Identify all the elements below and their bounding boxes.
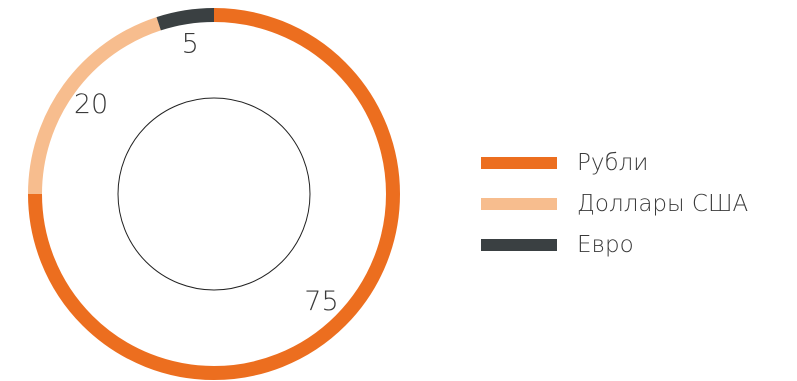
legend-swatch	[481, 156, 557, 169]
slice-labels: 75 20 5	[74, 28, 339, 317]
legend-item: Рубли	[481, 142, 748, 183]
chart-legend: Рубли Доллары США Евро	[481, 142, 748, 265]
legend-item: Евро	[481, 224, 748, 265]
legend-item: Доллары США	[481, 183, 748, 224]
legend-label: Евро	[577, 231, 634, 258]
donut-slice	[28, 17, 161, 195]
legend-swatch	[481, 197, 557, 210]
donut-inner-circle	[117, 97, 311, 291]
slice-value-label: 20	[74, 89, 108, 120]
legend-swatch	[481, 238, 557, 251]
slice-value-label: 75	[304, 286, 338, 317]
donut-ring	[28, 8, 400, 380]
donut-slice	[156, 8, 215, 31]
donut-slice	[28, 8, 400, 380]
slice-value-label: 5	[182, 28, 199, 59]
legend-label: Доллары США	[577, 190, 749, 217]
legend-label: Рубли	[577, 149, 649, 176]
